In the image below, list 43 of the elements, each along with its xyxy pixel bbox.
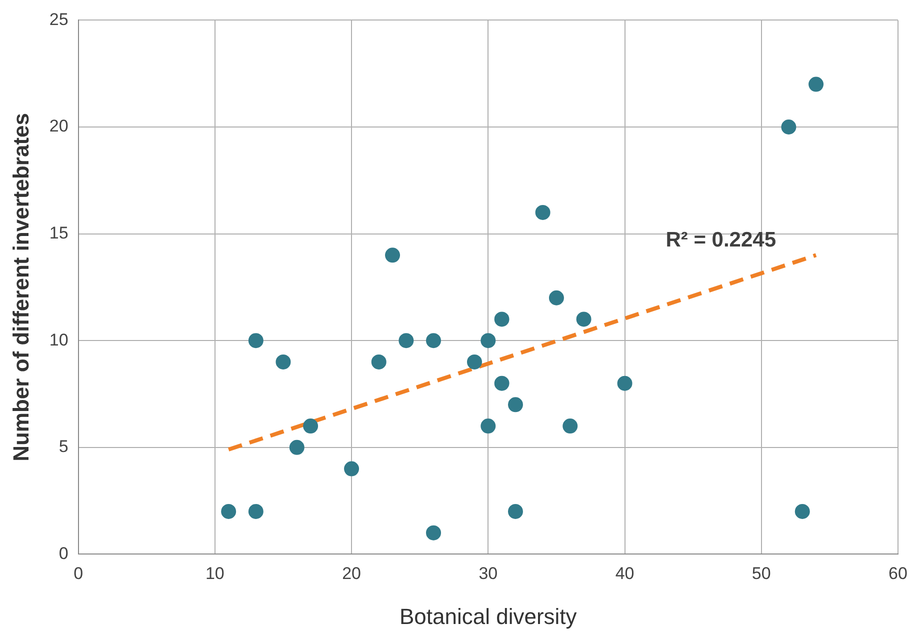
point bbox=[221, 504, 236, 519]
point bbox=[494, 376, 510, 391]
x-axis-title: Botanical diversity bbox=[400, 604, 577, 629]
point bbox=[248, 333, 264, 348]
point bbox=[535, 204, 550, 220]
annotation: R² = 0.2245 bbox=[666, 228, 776, 252]
point bbox=[808, 76, 824, 92]
x-tick-label: 60 bbox=[888, 564, 908, 584]
x-tick-label: 30 bbox=[478, 564, 498, 584]
y-axis-title: Number of different invertebrates bbox=[8, 112, 34, 462]
point bbox=[617, 376, 632, 391]
point bbox=[303, 418, 318, 434]
point bbox=[794, 504, 810, 519]
point bbox=[398, 333, 414, 348]
point bbox=[548, 290, 564, 306]
point bbox=[480, 418, 496, 434]
point bbox=[466, 354, 482, 370]
y-tick-label: 15 bbox=[49, 223, 68, 242]
point bbox=[576, 312, 592, 327]
y-tick-label: 20 bbox=[49, 116, 68, 136]
y-tick-label: 25 bbox=[49, 10, 68, 29]
point bbox=[248, 504, 264, 519]
x-tick-label: 20 bbox=[342, 564, 361, 584]
point bbox=[344, 461, 360, 476]
x-tick-label: 10 bbox=[205, 564, 224, 584]
x-tick-label: 50 bbox=[752, 564, 771, 584]
point bbox=[508, 397, 523, 412]
y-tick-label: 5 bbox=[58, 437, 68, 456]
point bbox=[426, 525, 442, 540]
point bbox=[371, 354, 386, 370]
point bbox=[494, 312, 510, 327]
point bbox=[276, 354, 291, 370]
point bbox=[508, 504, 523, 519]
x-tick-label: 40 bbox=[615, 564, 634, 584]
point bbox=[781, 120, 796, 134]
y-tick-label: 0 bbox=[58, 544, 68, 563]
point bbox=[385, 248, 400, 263]
x-tick-label: 0 bbox=[74, 564, 84, 584]
y-tick-label: 10 bbox=[49, 330, 68, 350]
point bbox=[426, 333, 442, 348]
point bbox=[480, 333, 496, 348]
point bbox=[562, 418, 578, 434]
point bbox=[289, 440, 304, 455]
